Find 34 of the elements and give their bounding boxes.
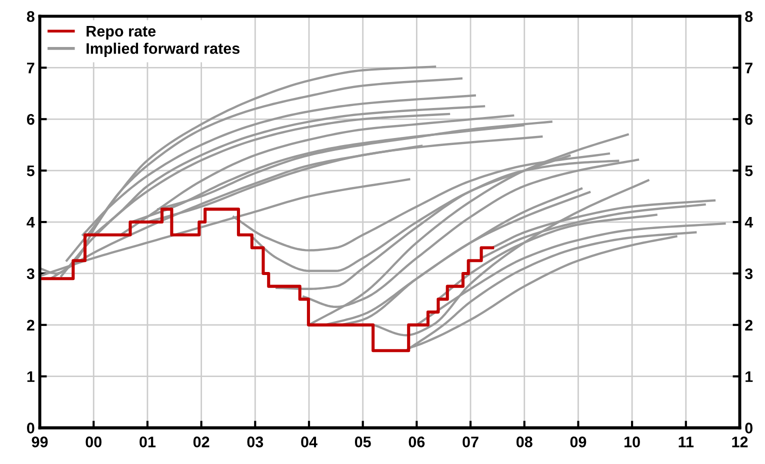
x-tick-label: 06 xyxy=(408,436,425,448)
y2-tick-label: 4 xyxy=(744,217,754,228)
y-tick-label: 1 xyxy=(27,371,34,382)
x-tick-label: 08 xyxy=(516,436,532,448)
x-tick-label: 10 xyxy=(624,436,640,448)
y2-tick-label: 7 xyxy=(745,62,752,74)
x-tick-label: 99 xyxy=(32,436,48,448)
y-tick-label: 3 xyxy=(26,268,34,280)
x-tick-label: 05 xyxy=(354,436,371,448)
y2-tick-label: 1 xyxy=(746,371,753,382)
y2-tick-label: 8 xyxy=(745,11,753,22)
x-tick-label: 03 xyxy=(247,436,264,448)
legend-label: Repo rate xyxy=(86,26,156,40)
y2-tick-label: 0 xyxy=(745,422,752,434)
y2-tick-label: 3 xyxy=(744,268,753,280)
x-tick-label: 12 xyxy=(732,436,748,448)
y-tick-label: 2 xyxy=(26,320,34,330)
y-tick-label: 6 xyxy=(26,114,34,125)
y2-tick-label: 5 xyxy=(745,166,753,176)
x-tick-label: 09 xyxy=(570,436,586,448)
x-tick-label: 11 xyxy=(678,436,694,448)
y-tick-label: 4 xyxy=(26,217,35,228)
y2-tick-label: 2 xyxy=(745,320,752,330)
y-tick-label: 0 xyxy=(27,422,34,434)
y-tick-label: 5 xyxy=(26,166,34,176)
x-tick-label: 07 xyxy=(462,436,478,448)
x-tick-label: 00 xyxy=(86,436,102,448)
legend-label: Implied forward rates xyxy=(86,42,240,57)
x-tick-label: 01 xyxy=(140,436,156,448)
y2-tick-label: 6 xyxy=(745,114,753,125)
y-tick-label: 7 xyxy=(27,62,34,74)
y-tick-label: 8 xyxy=(26,11,34,22)
x-tick-label: 02 xyxy=(193,436,210,448)
x-tick-label: 04 xyxy=(301,436,318,448)
